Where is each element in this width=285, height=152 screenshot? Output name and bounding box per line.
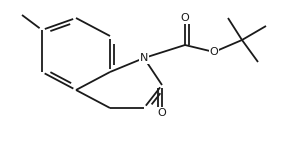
Text: O: O <box>210 47 218 57</box>
Text: N: N <box>140 53 148 63</box>
Text: O: O <box>158 108 166 118</box>
Text: O: O <box>181 13 189 23</box>
